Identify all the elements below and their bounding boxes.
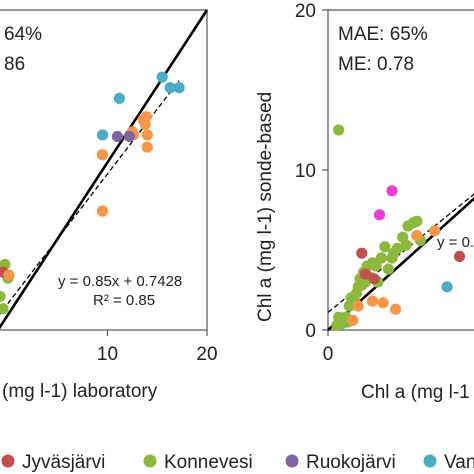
left-data-point [96, 205, 109, 217]
right-data-point [429, 225, 441, 237]
left-r-squared: R² = 0.85 [93, 292, 155, 309]
legend-label: Vanaja [444, 452, 474, 473]
left-identity-line-group [0, 9, 209, 330]
right-data-point [359, 268, 371, 280]
right-data-point [411, 230, 423, 242]
legend-label: Jyväsjärvi [22, 452, 105, 473]
left-fit-line-group [0, 80, 180, 315]
right-data-point [441, 281, 453, 293]
right-data-point [411, 215, 423, 227]
left-x-ticks: 10 20 [97, 330, 218, 365]
left-data-point [156, 71, 168, 83]
left-x-tick-label: 10 [97, 344, 118, 365]
right-data-point [333, 124, 345, 136]
left-data-point [113, 92, 126, 104]
right-equation: y = 0. [437, 234, 474, 251]
right-stat-1: MAE: 65% [338, 24, 428, 45]
left-points [0, 71, 185, 315]
left-data-point [111, 130, 124, 143]
legend-marker [143, 454, 157, 468]
left-identity-line [0, 9, 209, 330]
right-data-point [370, 260, 382, 272]
right-data-point [368, 273, 380, 285]
left-data-point [141, 141, 153, 153]
legend-marker [423, 454, 437, 468]
left-data-point [123, 130, 135, 143]
left-equation: y = 0.85x + 0.7428 [58, 273, 182, 290]
left-plot-frame [0, 9, 208, 331]
legend: Jyväsjärvi Konnevesi Ruokojärvi Vanaja [1, 452, 474, 473]
legend-marker [285, 454, 299, 468]
left-scatter-panel: 10 20 64% 86 y = 0.85x + 0.7428 R² = 0.85… [0, 9, 218, 402]
right-data-point [453, 250, 466, 262]
right-data-point [386, 185, 398, 197]
right-data-point [382, 263, 395, 275]
right-data-point [375, 252, 387, 264]
right-y-axis-label: Chl a (mg l-1) sonde-based [255, 92, 276, 322]
left-fit-line [0, 80, 180, 315]
left-stat-1: 64% [4, 24, 42, 45]
right-axis-ticks: 0102001 [295, 1, 334, 365]
right-data-point [379, 241, 391, 253]
right-data-point [391, 242, 403, 254]
right-data-point [377, 297, 389, 309]
right-y-tick-label: 20 [295, 1, 316, 22]
left-data-point [173, 82, 185, 94]
left-data-point [164, 82, 176, 94]
right-data-point [352, 300, 364, 312]
right-data-point [400, 239, 412, 251]
right-x-axis-label: Chl a (mg l-1 [361, 382, 470, 403]
right-data-point [366, 295, 379, 307]
legend-marker [1, 454, 15, 468]
left-data-point [3, 269, 15, 281]
right-y-tick-label: 10 [295, 161, 316, 182]
right-stat-2: ME: 0.78 [338, 54, 414, 75]
left-data-point [137, 114, 149, 126]
left-data-point [141, 129, 153, 141]
right-y-tick-label: 0 [305, 321, 316, 342]
legend-label: Konnevesi [164, 452, 253, 473]
right-data-point [373, 209, 386, 221]
left-data-point [96, 149, 109, 161]
right-data-point [347, 314, 359, 326]
left-x-axis-label: (mg l-1) laboratory [2, 381, 158, 402]
right-data-point [389, 303, 402, 315]
right-scatter-panel: 0102001 MAE: 65% ME: 0.78 y = 0. Chl a (… [255, 1, 474, 403]
left-data-point [0, 303, 9, 315]
right-data-point [356, 247, 368, 259]
left-data-point [0, 290, 6, 303]
right-x-tick-label: 0 [323, 344, 334, 365]
left-data-point [96, 129, 109, 141]
left-stat-2: 86 [4, 54, 25, 75]
left-x-tick-label: 20 [196, 344, 217, 365]
right-points [331, 124, 466, 331]
legend-label: Ruokojärvi [306, 452, 396, 473]
